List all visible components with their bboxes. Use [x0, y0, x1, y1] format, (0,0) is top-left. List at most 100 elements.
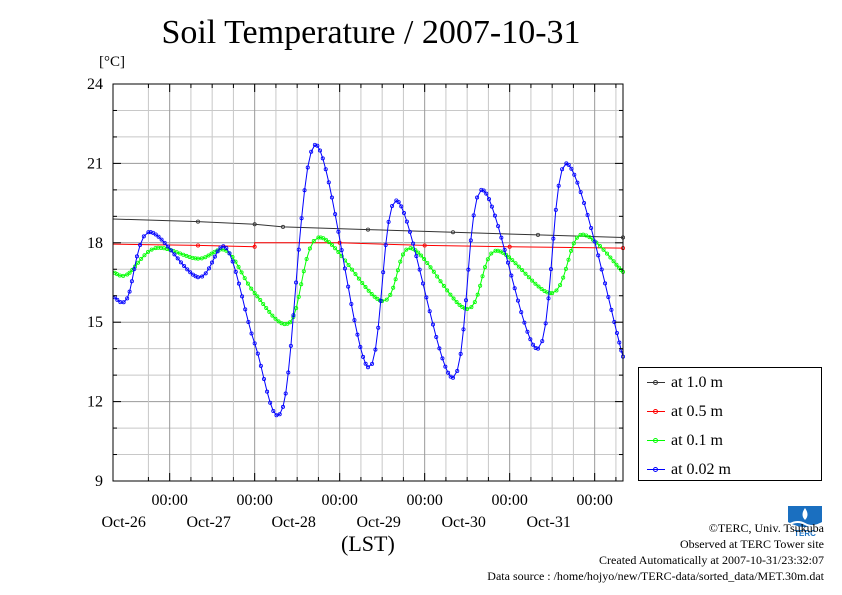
data-point — [513, 261, 518, 266]
data-point — [614, 262, 619, 267]
data-point — [268, 400, 273, 405]
x-tick-day-label: Oct-31 — [526, 514, 570, 531]
data-point — [239, 270, 244, 275]
data-point — [483, 265, 488, 270]
data-point — [139, 256, 144, 261]
data-point — [427, 309, 432, 314]
data-point — [349, 301, 354, 306]
data-point — [329, 242, 334, 247]
data-point — [395, 268, 400, 273]
data-point — [258, 298, 263, 303]
data-point — [599, 267, 604, 272]
data-point — [121, 273, 126, 278]
data-point — [489, 204, 494, 209]
data-point — [471, 213, 476, 218]
data-point — [525, 329, 530, 334]
data-point — [370, 361, 375, 366]
data-point — [383, 242, 388, 247]
data-point — [531, 342, 536, 347]
data-point — [246, 319, 251, 324]
data-point — [252, 222, 257, 227]
data-point — [571, 241, 576, 246]
data-point — [396, 200, 401, 205]
data-point — [255, 351, 260, 356]
data-point — [273, 316, 278, 321]
y-axis-unit: [°C] — [99, 54, 125, 70]
data-point — [270, 313, 275, 318]
credit-source: Data source : /home/hojyo/new/TERC-data/… — [487, 569, 824, 583]
data-point — [398, 259, 403, 264]
data-point — [496, 224, 501, 229]
x-tick-day-label: Oct-28 — [271, 514, 315, 531]
data-point — [121, 300, 126, 305]
data-point — [475, 292, 480, 297]
data-point — [566, 162, 571, 167]
data-point — [420, 281, 425, 286]
data-point — [372, 294, 377, 299]
y-tick-label: 21 — [87, 155, 103, 172]
grid-lines — [113, 84, 623, 481]
data-point — [153, 232, 158, 237]
data-point — [115, 297, 120, 302]
data-point — [507, 255, 512, 260]
series-line — [112, 218, 624, 238]
data-point — [539, 287, 544, 292]
data-point — [507, 244, 512, 249]
plot-frame — [112, 83, 624, 482]
x-tick-time-label: 00:00 — [491, 492, 527, 509]
legend-item: at 0.02 m — [647, 459, 731, 481]
data-point — [509, 273, 514, 278]
data-point — [443, 364, 448, 369]
data-point — [203, 255, 208, 260]
data-point — [188, 270, 193, 275]
data-point — [381, 270, 386, 275]
data-point — [454, 299, 459, 304]
data-point — [365, 227, 370, 232]
data-point — [203, 271, 208, 276]
data-point — [384, 297, 389, 302]
data-point — [574, 235, 579, 240]
data-point — [312, 142, 317, 147]
data-point — [407, 229, 412, 234]
data-point — [493, 248, 498, 253]
data-point — [463, 298, 468, 303]
data-point — [296, 294, 301, 299]
data-point — [536, 284, 541, 289]
data-point — [601, 247, 606, 252]
data-point — [560, 167, 565, 172]
data-point — [540, 339, 545, 344]
data-point — [486, 197, 491, 202]
data-point — [221, 244, 226, 249]
data-point — [419, 253, 424, 258]
data-point — [485, 257, 490, 262]
data-point — [411, 241, 416, 246]
data-point — [320, 156, 325, 161]
data-point — [548, 267, 553, 272]
data-point — [505, 260, 510, 265]
x-tick-day-label: Oct-29 — [356, 514, 400, 531]
x-axis-label: (LST) — [341, 531, 395, 556]
data-point — [288, 343, 293, 348]
series-layer — [112, 142, 626, 418]
legend-label: at 0.1 m — [671, 432, 723, 449]
data-point — [417, 267, 422, 272]
data-point — [245, 281, 250, 286]
data-point — [206, 253, 211, 258]
data-point — [481, 188, 486, 193]
data-point — [438, 279, 443, 284]
data-point — [369, 292, 374, 297]
data-point — [446, 370, 451, 375]
data-point — [399, 204, 404, 209]
data-point — [336, 229, 341, 234]
data-point — [350, 267, 355, 272]
data-point — [156, 234, 161, 239]
data-point — [207, 266, 212, 271]
axis-ticks: 9 12 15 18 21 24 00:00 Oct-26 00:00 Oct-27 00:00 Oc… — [87, 76, 623, 531]
legend-item: at 0.1 m — [647, 430, 723, 452]
data-point — [185, 267, 190, 272]
data-point — [550, 291, 555, 296]
data-point — [475, 195, 480, 200]
data-point — [193, 256, 198, 261]
legend-item: at 0.5 m — [647, 401, 723, 423]
terc-logo-icon: TERC — [784, 502, 826, 538]
